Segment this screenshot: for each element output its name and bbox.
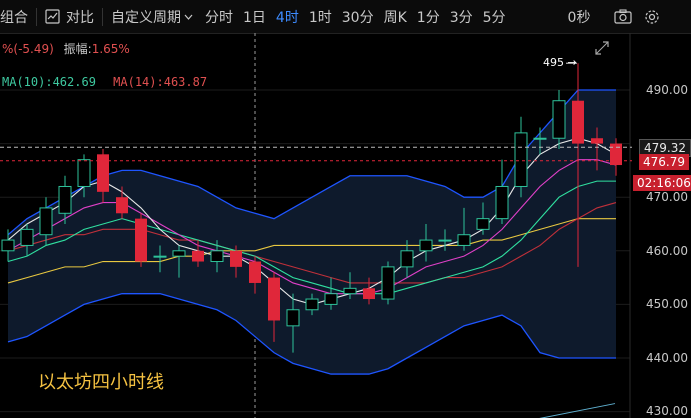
settings-icon[interactable] [644, 9, 660, 25]
chart-toolbar: 组合 对比 自定义周期 分时 1日 4时 1时 30分 周K 1分 3分 5分 … [0, 0, 691, 34]
lower-indicator-line [539, 403, 616, 418]
ma-yellow-line [7, 218, 616, 284]
compare-label: 对比 [66, 9, 94, 26]
candle-body-up [476, 218, 490, 230]
candle-body-up [210, 250, 224, 263]
ma-magenta-line [7, 159, 617, 295]
period-tab-4h[interactable]: 4时 [275, 9, 299, 26]
compare-icon [45, 9, 60, 24]
candle-body-up [324, 293, 338, 305]
ma-red-line [7, 202, 617, 284]
ma-green-line [7, 180, 616, 295]
candle-body-up [400, 250, 414, 268]
camera-icon[interactable] [614, 9, 633, 24]
custom-period-label: 自定义周期 [111, 9, 181, 26]
ma-info: MA(10):462.69 MA(14):463.87 [2, 75, 207, 89]
candlestick-chart[interactable] [0, 33, 691, 418]
candle-body-up [514, 132, 528, 187]
candle-body-up [153, 255, 167, 258]
compare-button[interactable]: 对比 [45, 7, 94, 27]
period-tab-5m[interactable]: 5分 [482, 9, 506, 26]
candle-body-up [20, 228, 34, 246]
price-axis-label: 430.00 [646, 404, 688, 418]
candle-body-up [77, 159, 91, 187]
candle-body-up [343, 287, 357, 295]
arrow-right-icon: → [567, 56, 577, 69]
amplitude-value: 1.65% [91, 42, 130, 56]
candle-body-up [381, 266, 395, 300]
candles [1, 63, 622, 353]
custom-period-dropdown[interactable]: 自定义周期 [111, 7, 193, 27]
candle-body-up [172, 250, 186, 257]
candle-body-down [192, 250, 204, 262]
amplitude-label: 振幅: [63, 42, 92, 56]
expand-icon[interactable] [594, 40, 610, 56]
toolbar-divider [36, 7, 37, 26]
period-tab-week[interactable]: 周K [383, 9, 407, 26]
seconds-selector[interactable]: 0秒 [568, 7, 591, 27]
period-tab-1d[interactable]: 1日 [243, 9, 266, 26]
price-axis-label: 460.00 [646, 244, 688, 258]
high-price-annotation: 495 → [543, 56, 577, 69]
price-change-info: %(-5.49) 振幅:1.65% [2, 40, 130, 57]
chevron-down-icon [184, 14, 193, 20]
toolbar-divider [102, 7, 103, 26]
period-tab-1h[interactable]: 1时 [308, 9, 332, 26]
period-tab-1m[interactable]: 1分 [416, 9, 440, 26]
price-axis-label: 440.00 [646, 351, 688, 365]
candle-body-down [268, 277, 280, 321]
candle-body-down [249, 261, 261, 283]
candle-body-down [135, 218, 147, 262]
bollinger-lower-line [7, 293, 616, 375]
period-tab-30m[interactable]: 30分 [341, 9, 374, 26]
candle-body-up [457, 234, 471, 246]
candle-body-up [1, 239, 15, 252]
candle-body-up [39, 207, 53, 236]
price-axis-label: 470.00 [646, 190, 688, 204]
ma10-value: MA(10):462.69 [2, 75, 96, 89]
bollinger-band-fill [8, 90, 616, 375]
candle-body-up [286, 309, 300, 327]
period-tab-3m[interactable]: 3分 [449, 9, 473, 26]
combo-button[interactable]: 组合 [0, 7, 28, 27]
candle-body-up [58, 185, 72, 214]
chart-caption: 以太坊四小时线 [38, 372, 164, 393]
candle-body-up [438, 239, 452, 242]
candle-body-down [572, 100, 584, 144]
price-axis-label: 490.00 [646, 83, 688, 97]
high-price-value: 495 [543, 56, 564, 69]
ma14-value: MA(14):463.87 [113, 75, 208, 89]
chart-overlays [0, 62, 632, 418]
countdown-tag: 02:16:06 [633, 175, 691, 191]
last-price-tag: 476.79 [639, 154, 689, 170]
candle-body-up [552, 100, 566, 139]
candle-body-up [495, 185, 509, 220]
candle-body-down [97, 154, 109, 192]
candle-body-down [230, 250, 242, 267]
candle-body-down [116, 197, 128, 214]
combo-label: 组合 [0, 9, 28, 26]
candle-body-down [591, 138, 603, 144]
change-value: %(-5.49) [2, 42, 54, 56]
candle-body-down [363, 288, 375, 300]
seconds-label: 0秒 [567, 9, 591, 26]
candle-body-down [610, 143, 622, 166]
price-axis-label: 450.00 [646, 297, 688, 311]
candle-body-up [305, 298, 319, 311]
candle-body-up [533, 137, 547, 140]
period-tab-timeshare[interactable]: 分时 [205, 9, 233, 26]
candle-body-up [419, 239, 433, 252]
